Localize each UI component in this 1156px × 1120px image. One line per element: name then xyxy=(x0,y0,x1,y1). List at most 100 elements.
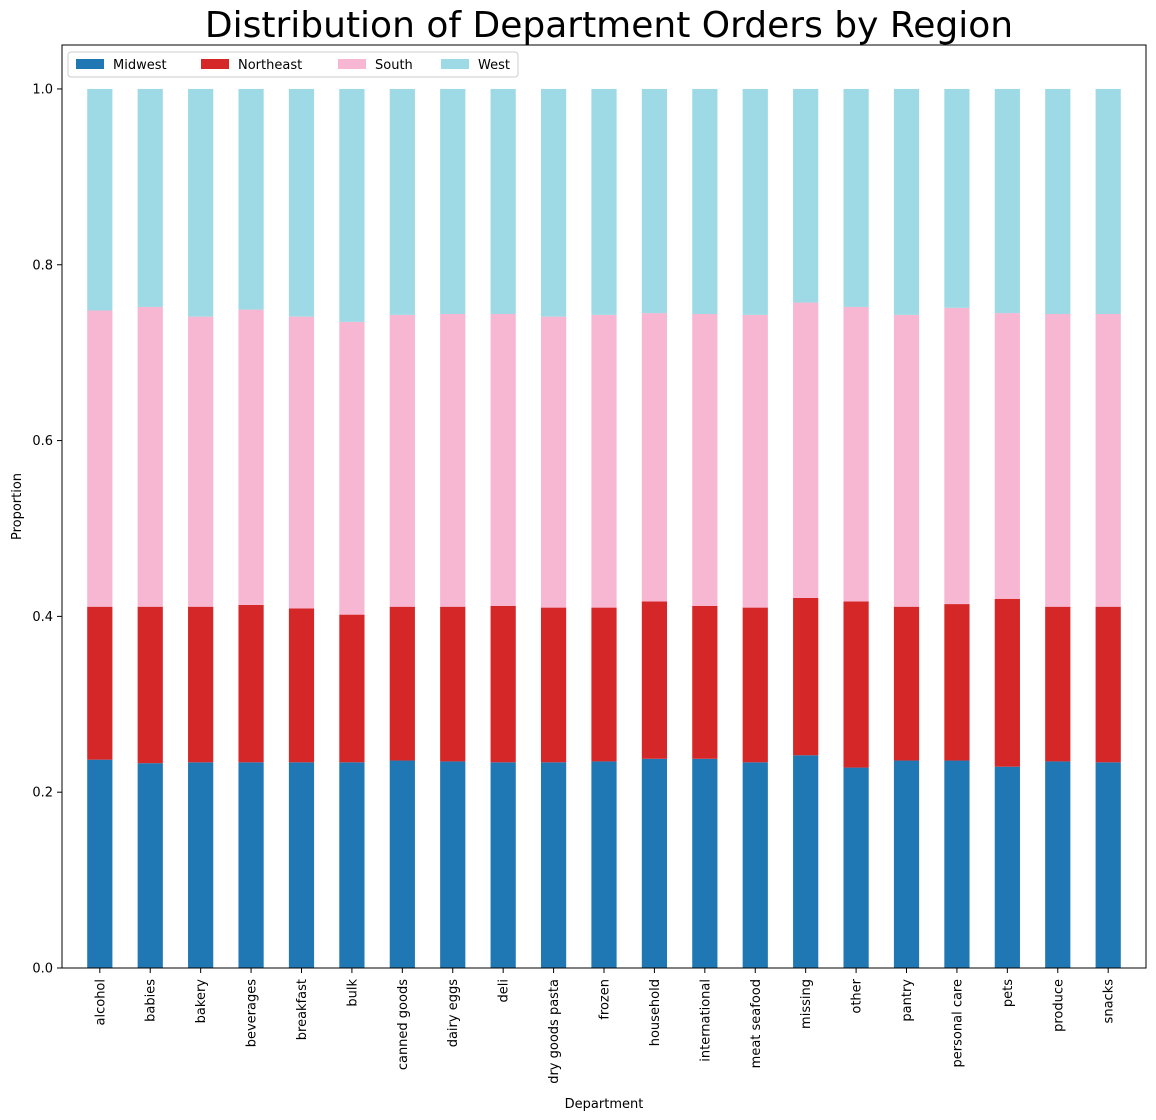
bar-midwest-missing xyxy=(793,755,819,968)
bar-west-breakfast xyxy=(288,88,315,317)
bar-northeast-bulk xyxy=(339,614,365,763)
x-tick-label: frozen xyxy=(598,979,613,1020)
bar-south-deli xyxy=(490,313,516,606)
x-tick-label: meat seafood xyxy=(749,979,764,1068)
bar-west-missing xyxy=(793,88,819,303)
bar-northeast-pantry xyxy=(893,606,920,761)
bar-northeast-bakery xyxy=(188,606,214,763)
y-axis: 0.0 0.2 0.4 0.6 0.8 1.0 xyxy=(32,82,62,977)
bar-west-pantry xyxy=(893,88,920,315)
bar-northeast-household xyxy=(641,601,668,759)
bar-midwest-bakery xyxy=(188,762,214,968)
x-tick-label: canned goods xyxy=(396,979,411,1070)
bar-south-breakfast xyxy=(288,316,315,609)
bar-west-pets xyxy=(994,88,1020,314)
x-tick-label: other xyxy=(850,978,865,1013)
x-tick-label: pets xyxy=(1001,979,1016,1007)
legend-label-south: South xyxy=(375,58,413,73)
bar-west-snacks xyxy=(1095,88,1121,314)
bar-west-bulk xyxy=(339,88,365,322)
bar-midwest-household xyxy=(641,758,668,968)
bar-west-beverages xyxy=(238,88,264,310)
bar-south-international xyxy=(692,313,718,606)
bar-midwest-meat-seafood xyxy=(742,762,768,968)
bar-midwest-international xyxy=(692,758,718,968)
x-tick-label: beverages xyxy=(245,979,260,1048)
bar-northeast-missing xyxy=(793,597,819,756)
bar-west-babies xyxy=(137,88,163,307)
bar-midwest-babies xyxy=(137,763,163,968)
x-tick-label: bulk xyxy=(345,979,360,1007)
bar-west-personal-care xyxy=(944,88,970,308)
x-tick-label: breakfast xyxy=(295,979,310,1040)
bar-midwest-pantry xyxy=(893,760,920,968)
bar-midwest-alcohol xyxy=(87,759,113,968)
bar-west-dry-goods-pasta xyxy=(540,88,567,317)
legend-label-west: West xyxy=(478,58,510,73)
bar-northeast-frozen xyxy=(591,607,617,762)
x-tick-label: snacks xyxy=(1102,979,1117,1024)
legend-swatch-south xyxy=(338,59,366,69)
bar-south-bulk xyxy=(339,321,365,615)
y-tick-label: 0.0 xyxy=(32,962,53,977)
legend-swatch-midwest xyxy=(76,59,104,69)
bar-south-dry-goods-pasta xyxy=(540,316,567,608)
bar-northeast-dairy-eggs xyxy=(440,606,466,762)
bar-west-bakery xyxy=(188,88,214,317)
bar-west-household xyxy=(641,88,668,314)
bar-west-other xyxy=(843,88,869,307)
x-axis-label: Department xyxy=(565,1097,644,1112)
bar-south-personal-care xyxy=(944,307,970,605)
bar-south-frozen xyxy=(591,314,617,608)
legend-frame xyxy=(67,51,519,78)
bar-south-babies xyxy=(137,306,163,607)
bar-west-frozen xyxy=(591,88,617,315)
bar-midwest-snacks xyxy=(1095,762,1121,968)
x-tick-label: missing xyxy=(799,979,814,1029)
bar-northeast-international xyxy=(692,605,718,759)
plot-frame xyxy=(61,44,1147,969)
bar-midwest-produce xyxy=(1045,761,1071,968)
bar-northeast-produce xyxy=(1045,606,1071,762)
legend: Midwest Northeast South West xyxy=(67,51,519,78)
bar-west-deli xyxy=(490,88,516,314)
bar-south-canned-goods xyxy=(389,314,415,607)
bar-midwest-dairy-eggs xyxy=(440,761,466,968)
bar-midwest-pets xyxy=(994,766,1020,968)
bar-northeast-babies xyxy=(137,606,163,764)
bar-midwest-frozen xyxy=(591,761,617,968)
bar-south-meat-seafood xyxy=(742,314,768,608)
bar-south-other xyxy=(843,306,869,602)
bar-northeast-deli xyxy=(490,605,516,763)
bar-west-produce xyxy=(1045,88,1071,314)
bar-midwest-canned-goods xyxy=(389,760,415,968)
bar-south-snacks xyxy=(1095,313,1121,607)
bar-northeast-other xyxy=(843,601,869,768)
bar-midwest-breakfast xyxy=(288,762,315,968)
bar-west-international xyxy=(692,88,718,314)
x-tick-label: alcohol xyxy=(93,979,108,1025)
legend-label-northeast: Northeast xyxy=(238,58,302,73)
y-tick-label: 0.8 xyxy=(32,258,53,273)
x-tick-label: pantry xyxy=(900,979,915,1022)
bar-northeast-alcohol xyxy=(87,606,113,760)
bar-northeast-canned-goods xyxy=(389,606,415,761)
bar-northeast-pets xyxy=(994,598,1020,767)
x-tick-label: deli xyxy=(497,979,512,1002)
bar-south-dairy-eggs xyxy=(440,313,466,607)
bar-south-produce xyxy=(1045,313,1071,607)
x-tick-label: bakery xyxy=(194,979,209,1024)
bar-northeast-personal-care xyxy=(944,604,970,761)
bar-south-missing xyxy=(793,302,819,598)
x-tick-label: produce xyxy=(1051,979,1066,1032)
bar-northeast-meat-seafood xyxy=(742,607,768,763)
bar-south-alcohol xyxy=(87,310,113,607)
y-tick-label: 1.0 xyxy=(32,82,53,97)
chart-title: Distribution of Department Orders by Reg… xyxy=(205,5,1013,46)
bar-northeast-snacks xyxy=(1095,606,1121,763)
y-tick-label: 0.2 xyxy=(32,786,53,801)
bar-south-pets xyxy=(994,313,1020,599)
legend-swatch-northeast xyxy=(201,59,229,69)
y-tick-label: 0.6 xyxy=(32,434,53,449)
